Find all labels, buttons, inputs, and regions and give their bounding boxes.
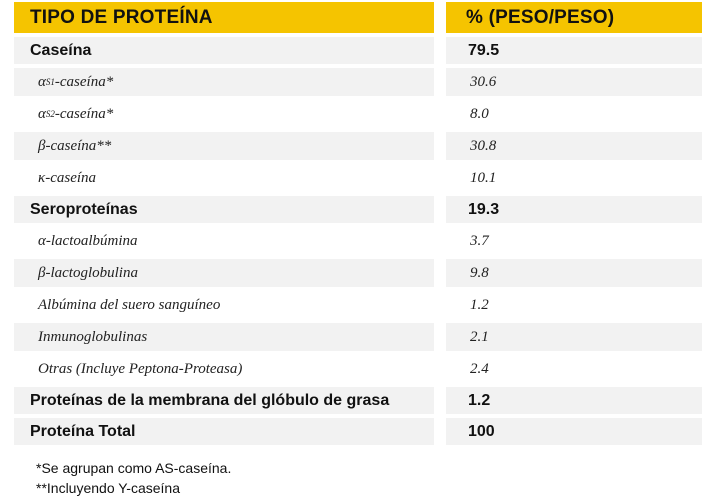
table-row: β-caseína** 30.8 [14, 132, 702, 160]
row-label: κ-caseína [38, 169, 97, 186]
table-row: Proteína Total 100 [14, 418, 702, 445]
table-row: Albúmina del suero sanguíneo 1.2 [14, 291, 702, 319]
footnote: *Se agrupan como AS-caseína. [36, 460, 232, 476]
row-label: β-lactoglobulina [14, 259, 434, 287]
table-row: Caseína 79.5 [14, 37, 702, 64]
row-value: 8.0 [470, 105, 489, 122]
table-row: Proteínas de la membrana del glóbulo de … [14, 387, 702, 414]
row-value: 2.1 [446, 323, 702, 351]
row-label: Otras (Incluye Peptona-Proteasa) [38, 360, 243, 377]
row-value: 2.4 [470, 360, 489, 377]
protein-table: TIPO DE PROTEÍNA % (PESO/PESO) Caseína 7… [14, 2, 702, 449]
table-row: κ-caseína 10.1 [14, 164, 702, 192]
table-row: Seroproteínas 19.3 [14, 196, 702, 223]
footnotes: *Se agrupan como AS-caseína. **Incluyend… [36, 458, 231, 498]
table-row: α S1 -caseína* 30.6 [14, 68, 702, 96]
header-protein-type: TIPO DE PROTEÍNA [14, 2, 434, 33]
row-label: Seroproteínas [14, 196, 434, 223]
row-label: Proteína Total [14, 418, 434, 445]
row-value: 30.8 [446, 132, 702, 160]
row-label: Inmunoglobulinas [14, 323, 434, 351]
row-label: β-caseína** [14, 132, 434, 160]
row-value: 10.1 [470, 169, 497, 186]
header-weight-percent: % (PESO/PESO) [446, 2, 702, 33]
row-value: 3.7 [470, 232, 489, 249]
row-label: Proteínas de la membrana del glóbulo de … [14, 387, 434, 414]
table-row: α S2 -caseína* 8.0 [14, 100, 702, 128]
row-value: 19.3 [446, 196, 702, 223]
row-value: 9.8 [446, 259, 702, 287]
row-label: α S1 -caseína* [14, 68, 434, 96]
table-row: α-lactoalbúmina 3.7 [14, 227, 702, 255]
row-label: Caseína [14, 37, 434, 64]
table-header: TIPO DE PROTEÍNA % (PESO/PESO) [14, 2, 702, 33]
row-label: Albúmina del suero sanguíneo [38, 296, 221, 313]
row-value: 1.2 [446, 387, 702, 414]
table-row: Inmunoglobulinas 2.1 [14, 323, 702, 351]
table-row: Otras (Incluye Peptona-Proteasa) 2.4 [14, 355, 702, 383]
row-value: 100 [446, 418, 702, 445]
row-value: 79.5 [446, 37, 702, 64]
row-label: α S2 -caseína* [38, 105, 114, 122]
row-label: α-lactoalbúmina [38, 232, 138, 249]
row-value: 1.2 [470, 296, 489, 313]
footnote: **Incluyendo Y-caseína [36, 480, 180, 496]
row-value: 30.6 [446, 68, 702, 96]
table-row: β-lactoglobulina 9.8 [14, 259, 702, 287]
